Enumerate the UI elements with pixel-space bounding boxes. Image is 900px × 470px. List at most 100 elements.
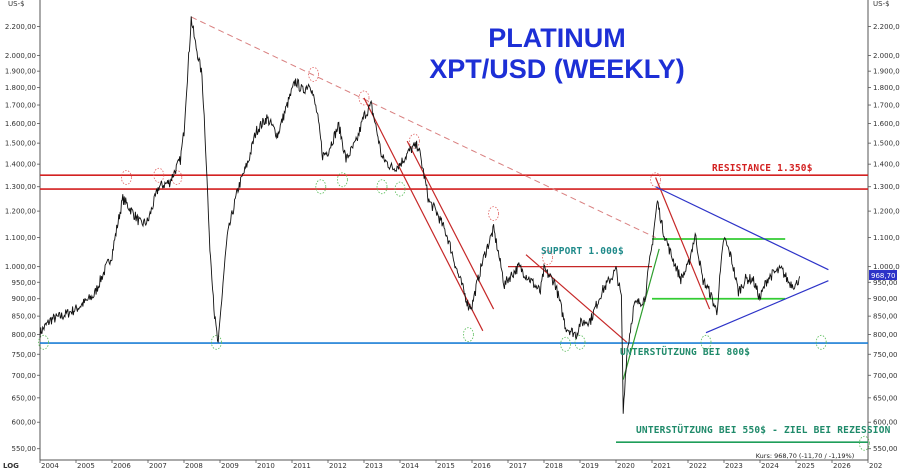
y-tick-label-right: 800,00 bbox=[873, 331, 898, 339]
swing-markers bbox=[38, 66, 870, 451]
x-tick-label: 2009 bbox=[221, 462, 239, 470]
low-marker bbox=[859, 435, 870, 451]
y-tick-label-left: 1.600,00 bbox=[5, 120, 36, 128]
price-series bbox=[39, 16, 801, 414]
chart-subtitle: XPT/USD (WEEKLY) bbox=[429, 54, 685, 84]
x-axis-ticks: 2004 2005 2006 2007 2008 2009 2010 2011 2012 2013… bbox=[39, 460, 882, 470]
y-tick-label-right: 1.000,00 bbox=[873, 263, 900, 271]
log-label: LOG bbox=[3, 462, 19, 470]
x-tick-label: 2017 bbox=[509, 462, 527, 470]
x-tick-label: 2016 bbox=[473, 462, 491, 470]
low-marker bbox=[700, 334, 712, 350]
x-tick-label: 2005 bbox=[77, 462, 95, 470]
y-tick-label-right: 550,00 bbox=[873, 445, 898, 453]
y-tick-label-right: 1.200,00 bbox=[873, 208, 900, 216]
y-tick-label-left: 1.000,00 bbox=[5, 263, 36, 271]
y-tick-label-left: 750,00 bbox=[12, 351, 37, 359]
y-tick-label-right: 1.500,00 bbox=[873, 140, 900, 148]
low-marker bbox=[574, 334, 586, 350]
y-tick-label-left: 600,00 bbox=[12, 419, 37, 427]
y-tick-label-right: 1.800,00 bbox=[873, 84, 900, 92]
x-tick-label: 2025 bbox=[797, 462, 815, 470]
low-marker bbox=[815, 334, 827, 350]
downtrend-2021 bbox=[655, 177, 711, 310]
low-marker bbox=[315, 179, 327, 195]
y-tick-label-right: 1.900,00 bbox=[873, 68, 900, 76]
x-tick-label: 2015 bbox=[437, 462, 455, 470]
downtrend-2013 bbox=[363, 97, 484, 332]
x-tick-label: 2012 bbox=[329, 462, 347, 470]
y-tick-label-right: 900,00 bbox=[873, 295, 898, 303]
y-tick-label-left: 1.100,00 bbox=[5, 234, 36, 242]
y-tick-label-left: 1.400,00 bbox=[5, 161, 36, 169]
high-marker bbox=[358, 90, 370, 106]
x-tick-label: 2008 bbox=[185, 462, 203, 470]
y-tick-label-left: 1.300,00 bbox=[5, 183, 36, 191]
low-marker bbox=[376, 179, 388, 195]
high-marker bbox=[542, 250, 553, 266]
y-tick-label-right: 1.600,00 bbox=[873, 120, 900, 128]
y-tick-label-right: 850,00 bbox=[873, 313, 898, 321]
y-tick-label-left: 850,00 bbox=[12, 313, 37, 321]
y-tick-label-left: 2.200,00 bbox=[5, 23, 36, 31]
x-tick-label: 2010 bbox=[257, 462, 275, 470]
support-label: SUPPORT 1.000$ bbox=[541, 246, 624, 257]
low-marker bbox=[38, 334, 49, 350]
y-tick-label-left: 1.700,00 bbox=[5, 102, 36, 110]
x-tick-label: 2013 bbox=[365, 462, 383, 470]
low-marker bbox=[462, 327, 474, 342]
low-marker bbox=[210, 334, 222, 350]
current-price-tag-bg bbox=[869, 270, 897, 280]
y-tick-label-right: 950,00 bbox=[873, 279, 898, 287]
x-tick-label: 2011 bbox=[293, 462, 311, 470]
y-tick-label-left: 950,00 bbox=[12, 279, 37, 287]
y-tick-label-left: 1.900,00 bbox=[5, 68, 36, 76]
current-price-tag: 968,70 bbox=[871, 272, 896, 280]
high-marker bbox=[650, 172, 661, 188]
high-marker bbox=[153, 167, 165, 183]
y-tick-label-right: 650,00 bbox=[873, 394, 898, 402]
long-term-downtrend-dashed bbox=[190, 16, 656, 239]
x-tick-label: 2018 bbox=[545, 462, 563, 470]
resistance-label: RESISTANCE 1.350$ bbox=[712, 163, 813, 174]
y-axis-ticks: 550,00 550,00 600,00 600,00 650,00 650,00 700,… bbox=[5, 23, 900, 453]
x-tick-label: 2024 bbox=[761, 462, 779, 470]
y-tick-label-right: 750,00 bbox=[873, 351, 898, 359]
footer-quote: Kurs: 968,70 (-11,70 / -1,19%) bbox=[756, 452, 855, 460]
unterstuetzung-800-label: UNTERSTÜTZUNG BEI 800$ bbox=[620, 347, 750, 358]
x-tick-label: 2026 bbox=[833, 462, 851, 470]
unterstuetzung-550-label: UNTERSTÜTZUNG BEI 550$ - ZIEL BEI REZESS… bbox=[636, 425, 891, 436]
y-tick-label-left: 2.000,00 bbox=[5, 52, 36, 60]
y-tick-label-right: 1.700,00 bbox=[873, 102, 900, 110]
x-tick-label: 2006 bbox=[113, 462, 131, 470]
y-tick-label-right: 700,00 bbox=[873, 372, 898, 380]
y-tick-label-left: 1.200,00 bbox=[5, 208, 36, 216]
y-tick-label-left: 700,00 bbox=[12, 372, 37, 380]
triangle-lower bbox=[705, 280, 829, 334]
y-tick-label-right: 1.400,00 bbox=[873, 161, 900, 169]
y-tick-label-right: 600,00 bbox=[873, 419, 898, 427]
y-tick-label-left: 800,00 bbox=[12, 331, 37, 339]
y-tick-label-right: 2.000,00 bbox=[873, 52, 900, 60]
high-marker bbox=[488, 206, 500, 222]
y-tick-label-left: 550,00 bbox=[12, 445, 37, 453]
y-tick-label-right: 2.200,00 bbox=[873, 23, 900, 31]
y-tick-label-left: 1.500,00 bbox=[5, 140, 36, 148]
x-tick-label: 2007 bbox=[149, 462, 167, 470]
x-tick-label: 2019 bbox=[581, 462, 599, 470]
price-line bbox=[39, 16, 801, 414]
y-tick-label-right: 1.100,00 bbox=[873, 234, 900, 242]
x-tick-label: 2021 bbox=[653, 462, 671, 470]
x-tick-label: 202 bbox=[869, 462, 882, 470]
x-tick-label: 2004 bbox=[41, 462, 59, 470]
downtrend-2017 bbox=[525, 254, 628, 343]
x-tick-label: 2020 bbox=[617, 462, 635, 470]
y-tick-label-right: 1.300,00 bbox=[873, 183, 900, 191]
uptrend-2020 bbox=[622, 248, 660, 380]
high-marker bbox=[408, 133, 420, 149]
low-marker bbox=[560, 336, 571, 352]
x-tick-label: 2023 bbox=[725, 462, 743, 470]
